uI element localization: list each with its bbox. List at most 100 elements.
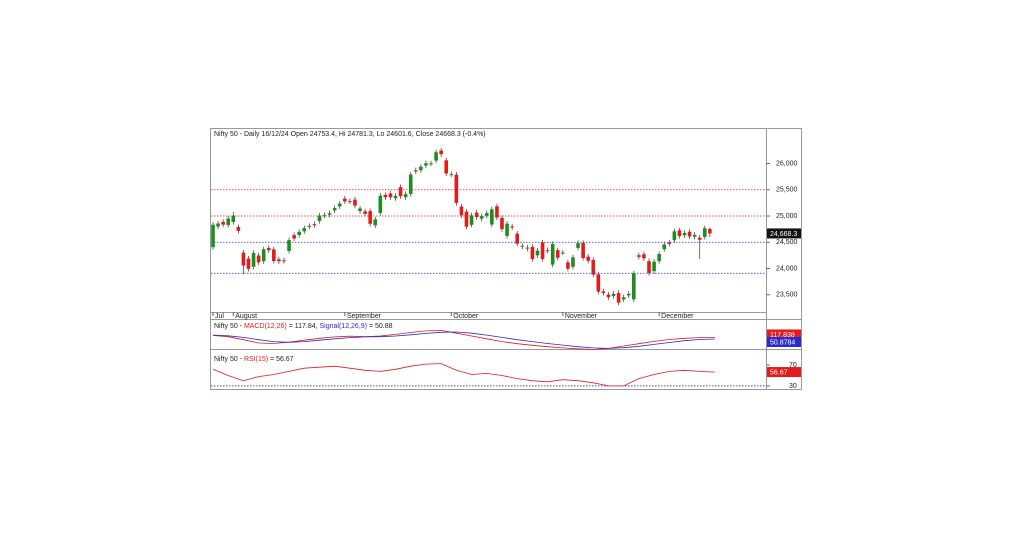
candle-body — [621, 297, 626, 300]
candle-body — [672, 231, 677, 241]
candle-body — [581, 242, 585, 259]
candle-body — [687, 231, 692, 237]
candle-body — [231, 215, 236, 222]
candle-body — [398, 187, 403, 197]
candle-body — [632, 273, 636, 300]
candle-body — [535, 250, 540, 256]
y-tick-label: 25,500 — [776, 187, 798, 194]
candle-body — [571, 257, 575, 267]
candle-body — [378, 195, 383, 213]
candle-body — [520, 245, 525, 247]
candle-body — [505, 223, 509, 236]
candle-body — [277, 259, 281, 262]
value-box — [767, 367, 801, 378]
candle-body — [383, 194, 388, 198]
y-tick-label: 23,500 — [776, 292, 798, 299]
candle-body — [388, 193, 393, 198]
value-label: 117.838 — [770, 332, 795, 339]
candle-body — [322, 215, 327, 217]
candle-body — [297, 231, 301, 236]
candle-body — [236, 227, 241, 231]
candle-body — [312, 224, 317, 226]
candle-body — [261, 249, 266, 262]
candle-body — [662, 244, 667, 250]
candle-body — [408, 174, 413, 194]
candle-body — [525, 247, 530, 249]
candle-body — [611, 293, 616, 297]
indicator-line — [212, 363, 715, 387]
candle-body — [454, 174, 459, 203]
candle-body — [479, 216, 484, 219]
candle-body — [393, 195, 398, 199]
candle-body — [667, 242, 672, 244]
value-label: 50.8784 — [770, 339, 795, 346]
candle-body — [545, 250, 550, 252]
candle-body — [221, 221, 225, 225]
y-tick-label: 70 — [789, 362, 797, 369]
candle-body — [414, 170, 418, 172]
indicator-line — [212, 331, 715, 349]
legend-value: = 50.88 — [367, 323, 393, 330]
candle-body — [241, 252, 246, 266]
candle-body — [550, 244, 555, 265]
title-prefix: Nifty 50 - — [214, 323, 244, 330]
x-tick-label: November — [565, 313, 598, 320]
candle-body — [515, 233, 519, 244]
candle-body — [449, 174, 454, 176]
x-tick-label: December — [661, 313, 694, 320]
candle-body — [373, 219, 378, 226]
x-tick-label: August — [235, 313, 257, 320]
y-tick-label: 24,000 — [776, 265, 798, 272]
y-tick-label: 26,000 — [776, 160, 798, 167]
candle-body — [561, 252, 565, 254]
candle-body — [692, 234, 697, 237]
candle-body — [348, 201, 352, 203]
x-tick-label: October — [453, 313, 479, 320]
chart-title: Nifty 50 - Daily 16/12/24 Open 24753.4, … — [214, 131, 486, 138]
candle-body — [484, 213, 489, 216]
indicator-line — [212, 329, 715, 350]
value-box — [767, 329, 801, 340]
candle-body — [474, 212, 479, 218]
candle-body — [606, 294, 611, 298]
y-tick-label: 25,000 — [776, 213, 798, 220]
candle-body — [307, 225, 312, 227]
candle-body — [292, 235, 296, 239]
candle-body — [439, 150, 443, 155]
candle-body — [246, 258, 251, 269]
candle-body — [216, 223, 220, 227]
candle-body — [256, 255, 261, 263]
value-box — [767, 337, 801, 348]
frame — [210, 128, 802, 390]
candle-body — [540, 242, 545, 260]
candle-body — [469, 215, 474, 225]
candle-body — [576, 243, 580, 248]
candle-body — [424, 163, 428, 166]
legend-name: Signal(12,26,9) — [320, 323, 367, 330]
candle-body — [626, 293, 631, 296]
candle-body — [266, 247, 271, 251]
y-tick-label: 30 — [789, 383, 797, 390]
candle-body — [434, 152, 438, 161]
value-label: 24,668.3 — [770, 231, 797, 238]
legend-name: RSI(15) — [244, 356, 268, 363]
legend-value: = 117.84, — [287, 323, 320, 330]
x-tick-label: September — [347, 313, 382, 320]
candle-body — [272, 249, 276, 261]
candle-body — [282, 260, 286, 262]
candle-body — [657, 254, 661, 262]
candle-body — [444, 160, 449, 174]
candle-body — [500, 217, 504, 230]
candle-body — [226, 218, 231, 225]
y-tick-label: 24,500 — [776, 239, 798, 246]
candle-body — [358, 208, 362, 212]
candle-body — [403, 194, 408, 198]
candle-body — [490, 209, 494, 225]
candle-body — [343, 198, 347, 202]
legend-value: = 56.67 — [268, 356, 294, 363]
candle-body — [327, 213, 332, 215]
candle-body — [337, 203, 342, 207]
candle-body — [429, 163, 433, 165]
candle-body — [601, 291, 606, 294]
